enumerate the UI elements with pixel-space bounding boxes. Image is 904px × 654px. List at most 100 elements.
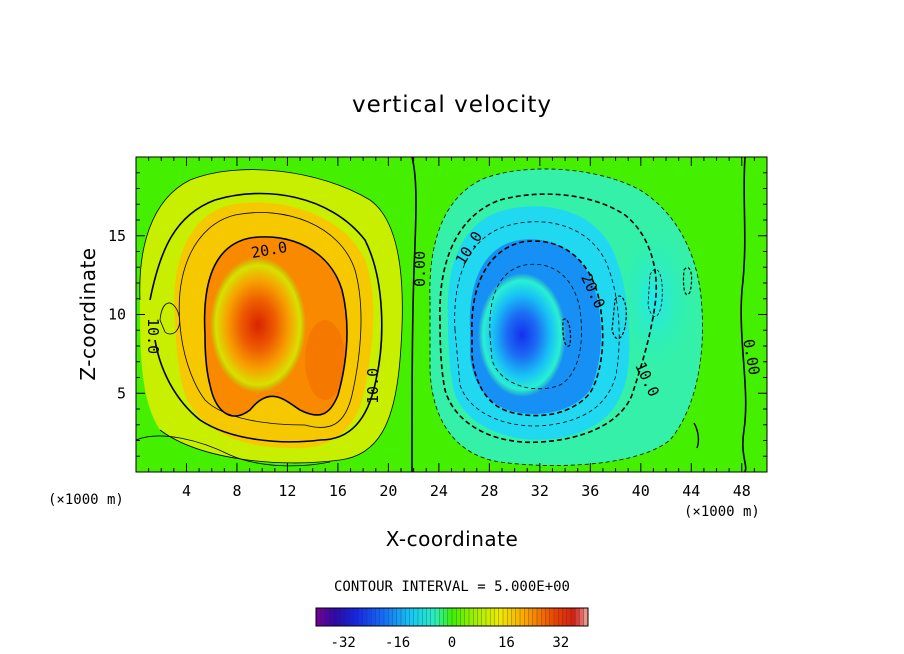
colorbar-segment [337, 608, 342, 626]
colorbar-segment [477, 608, 483, 626]
contour-negative-5 [429, 168, 703, 466]
colorbar-segment [413, 608, 419, 626]
contour-small-negative-d [562, 318, 572, 347]
colorbar-segment [316, 608, 321, 626]
colorbar-segment [324, 608, 330, 626]
contour-label: 0.00 [411, 251, 429, 287]
x-tick-label: 8 [232, 482, 241, 500]
contour-positive-20 [203, 236, 348, 417]
colorbar-segment [473, 608, 478, 626]
colorbar-segment [486, 608, 491, 626]
contour-zero-left [411, 157, 417, 472]
y-axis-ticks: 5 10 15 [108, 172, 767, 457]
plot-area [136, 157, 767, 472]
colorbar-segment [545, 608, 551, 626]
colorbar-segment [345, 608, 351, 626]
contour-label: 20.0 [250, 238, 289, 262]
colorbar-segment [528, 608, 534, 626]
colorbar-segment [498, 608, 504, 626]
x-tick-label: 24 [430, 482, 448, 500]
colorbar-ticks: -32 -16 0 16 32 [331, 635, 570, 651]
x-tick-label: 44 [682, 482, 700, 500]
x-tick-label: 20 [379, 482, 397, 500]
colorbar-segment [422, 608, 427, 626]
x-unit-left: (×1000 m) [48, 492, 124, 508]
colorbar-segment [562, 608, 568, 626]
contour-lower-positive [136, 435, 331, 467]
colorbar-segment [418, 608, 423, 626]
cyan-band-field [615, 225, 695, 375]
colorbar-tick-label: 16 [498, 635, 515, 651]
colorbar-segment [469, 608, 474, 626]
colorbar-segment [426, 608, 432, 626]
colorbar-segment [537, 608, 542, 626]
contour-negative-25 [489, 263, 582, 390]
colorbar-segment [549, 608, 555, 626]
contour-label: 0.00 [739, 338, 763, 377]
colorbar-segment [494, 608, 500, 626]
contour-negative-20 [471, 240, 604, 417]
x-axis-ticks: 4 8 12 16 20 24 28 32 36 40 44 48 [148, 157, 755, 500]
colorbar-frame [315, 607, 589, 627]
x-tick-label: 48 [733, 482, 751, 500]
colorbar-segment [396, 608, 402, 626]
colorbar-segment [401, 608, 406, 626]
colorbar-segment [583, 608, 589, 626]
colorbar-segment [511, 608, 517, 626]
colorbar-segment [367, 608, 372, 626]
contour-interval-text: CONTOUR INTERVAL = 5.000E+00 [334, 579, 570, 595]
colorbar-segment [354, 608, 359, 626]
y-tick-label: 15 [108, 227, 126, 245]
colorbar-segment [579, 608, 585, 626]
colorbar-segment [430, 608, 436, 626]
colorbar-segment [464, 608, 470, 626]
colorbar-segment [375, 608, 381, 626]
colorbar-segment [320, 608, 325, 626]
downdraft-core-field [478, 273, 566, 397]
x-tick-label: 40 [632, 482, 650, 500]
contour-small-positive-e [693, 422, 700, 449]
colorbar-segment [520, 608, 525, 626]
colorbar-segment [392, 608, 398, 626]
colorbar-segment [571, 608, 576, 626]
contour-zero-right [740, 157, 747, 472]
contour-lines [136, 157, 747, 472]
contour-positive-10 [149, 192, 383, 443]
contour-positive-5 [139, 169, 403, 464]
colorbar-segment [447, 608, 453, 626]
colorbar-segment [384, 608, 389, 626]
colorbar-segment [341, 608, 347, 626]
x-tick-label: 4 [182, 482, 191, 500]
updraft-lobe-field [305, 320, 345, 400]
contour-label: 10.0 [144, 318, 162, 354]
colorbar-segment [405, 608, 410, 626]
colorbar-segment [490, 608, 495, 626]
contour-negative-10 [439, 193, 658, 444]
colorbar-segment [481, 608, 487, 626]
contour-positive-15 [178, 212, 362, 428]
colorbar-segment [379, 608, 385, 626]
chart-title: vertical velocity [352, 92, 552, 118]
colorbar-segment [456, 608, 461, 626]
contour-negative-15 [454, 221, 620, 427]
colorbar-segment [566, 608, 572, 626]
colorbar-segment [443, 608, 449, 626]
colorbar-segment [362, 608, 368, 626]
colorbar-segment [388, 608, 393, 626]
contour-small-negative-b [647, 269, 663, 317]
colorbar-tick-label: -32 [331, 635, 356, 651]
y-axis-label: Z-coordinate [76, 247, 100, 380]
contour-small-negative-c [682, 267, 693, 296]
colorbar-segment [524, 608, 529, 626]
colorbar-segment [452, 608, 457, 626]
colorbar-segment [507, 608, 512, 626]
y-tick-label: 5 [117, 384, 126, 402]
colorbar-segment [558, 608, 563, 626]
colorbar-segment [575, 608, 580, 626]
colorbar-segment [333, 608, 338, 626]
colorbar-segment [515, 608, 521, 626]
colorbar-segment [439, 608, 444, 626]
colorbar-segment [541, 608, 546, 626]
colorbar [315, 607, 589, 627]
